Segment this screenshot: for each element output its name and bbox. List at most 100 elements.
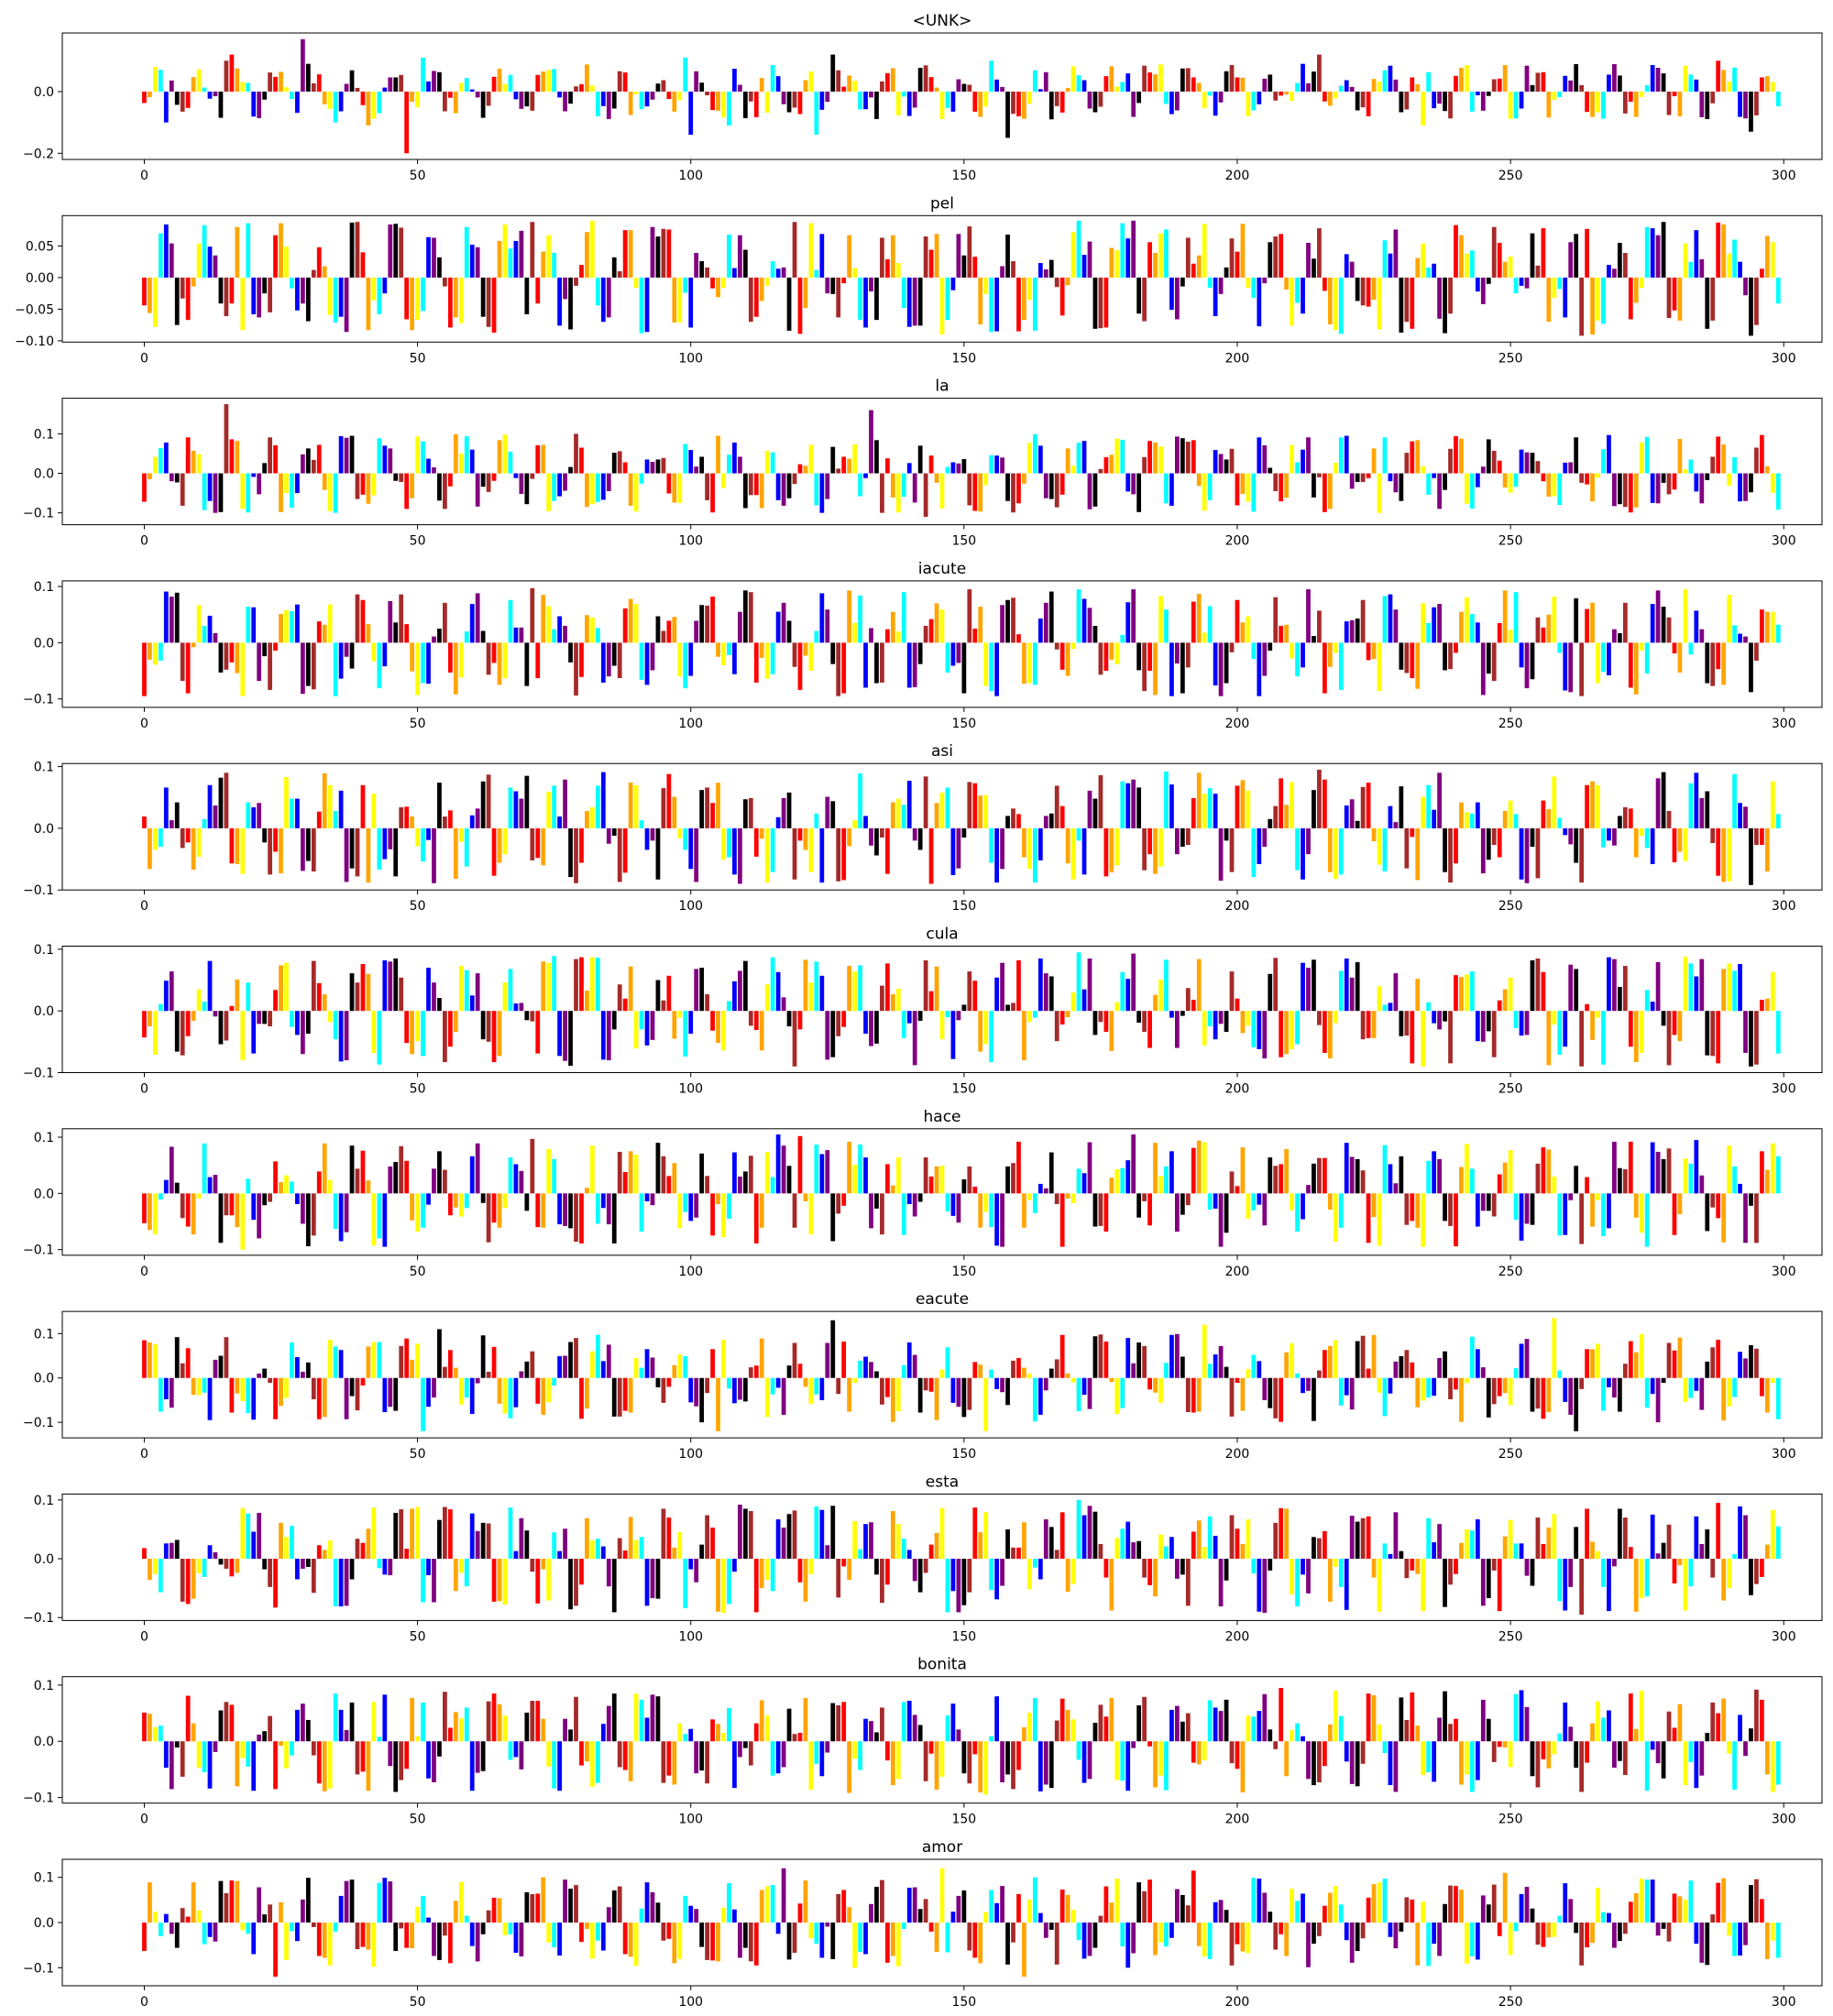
bar [1754,827,1759,846]
bar [196,454,202,474]
bar [644,642,650,685]
bar [262,827,268,843]
bar [377,438,382,474]
bar [1213,1354,1218,1378]
bar [1279,1377,1284,1422]
bar [1213,642,1218,685]
bar [1005,91,1010,138]
bar [557,616,562,643]
bar [273,990,278,1012]
bar [972,629,978,643]
bar [508,787,513,828]
bar [1005,235,1010,278]
bar [1065,448,1070,474]
bar [705,787,709,828]
bar [1016,473,1021,504]
bar [360,1741,366,1772]
bar [1633,1892,1639,1923]
bar [781,1145,786,1194]
bar [1486,1559,1491,1598]
bar [1502,1162,1508,1194]
bar [1459,1890,1464,1923]
bar [180,1559,185,1602]
bar [858,91,862,110]
bar [1585,608,1589,643]
bar [1574,64,1579,92]
bar [257,642,262,682]
bar [633,473,639,512]
bar [1349,261,1355,278]
bar [218,1193,224,1244]
bar [1727,963,1732,1012]
bar [1388,253,1393,278]
bar [410,1011,414,1055]
bar [1612,1559,1617,1567]
x-tick-label: 150 [951,534,976,549]
bar [1705,1528,1710,1559]
bar [377,1342,382,1378]
bar [207,473,213,501]
bar [1257,1559,1262,1612]
bar [1688,1377,1694,1398]
bar [163,442,169,474]
bar [305,1011,311,1035]
bar [355,594,360,643]
bar [928,619,934,643]
bar [152,1726,158,1742]
bar [251,91,257,117]
bar [1037,618,1043,643]
bar [1191,601,1196,643]
bar [1218,827,1224,882]
bar [355,222,360,278]
bar [541,1377,546,1415]
bar [366,1346,371,1378]
bar [486,1523,491,1559]
bar [349,827,355,869]
bar [786,1011,792,1027]
bar [1279,1687,1284,1742]
bar [1382,596,1388,643]
bar [180,1011,185,1056]
bar [371,1923,377,1967]
bar [1323,1530,1327,1560]
bar [781,473,786,506]
bar [163,981,169,1012]
bar [1371,79,1377,92]
bar [579,957,584,1012]
bar [1607,827,1611,841]
bar [1169,91,1174,115]
bar [1202,1923,1207,1956]
bar [316,982,322,1012]
bar [1142,1011,1147,1033]
bar [617,1538,622,1560]
bar [1371,827,1377,842]
bar [262,91,268,100]
bar [1191,440,1196,474]
bar [1749,1559,1753,1595]
bar [229,827,235,864]
bar [1262,827,1268,848]
bar [611,1011,617,1030]
bar [1185,1713,1191,1742]
bar [535,1701,541,1742]
bar [1535,1377,1541,1409]
bar [978,1741,983,1793]
bar [1535,827,1541,879]
bar [290,1923,294,1932]
bar [163,224,169,278]
bar [1710,827,1716,844]
bar [852,1520,857,1560]
bar [1202,224,1207,278]
bar [1617,816,1622,828]
y-tick-label: 0.00 [26,271,54,286]
bar [480,277,486,317]
bar [1016,277,1021,332]
bar [672,617,677,643]
bar [742,1377,748,1402]
bar [311,1193,316,1236]
bar [1486,1377,1491,1418]
bar [956,1193,961,1223]
bar [1153,1377,1158,1393]
bar [606,1193,611,1225]
bar [661,1156,666,1194]
